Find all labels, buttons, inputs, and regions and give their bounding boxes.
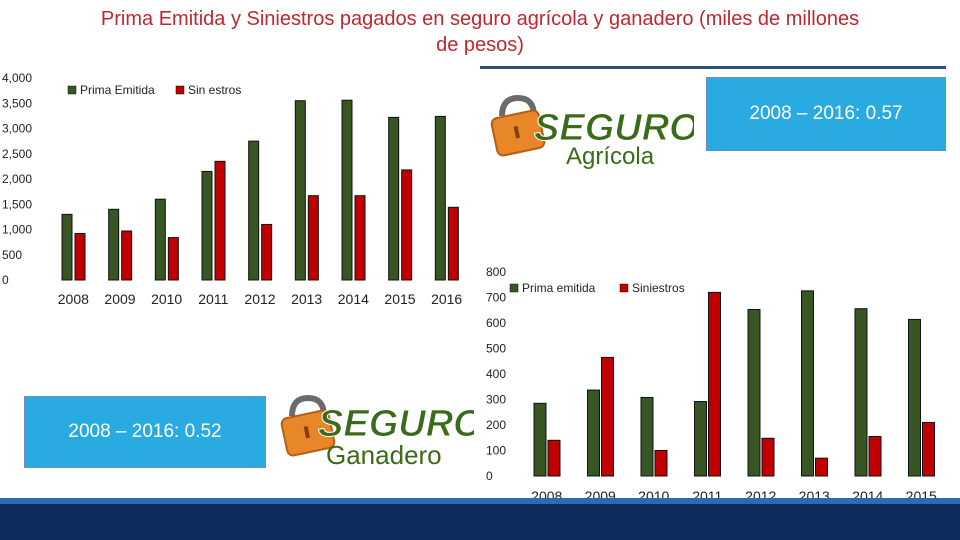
ganadero-ratio-callout: 2008 – 2016: 0.52 [24,396,266,468]
agricola-bar-siniestros [167,237,179,281]
agricola-bar-prima [201,170,213,281]
agricola-bar-prima [341,99,353,281]
agricola-xtick-label: 2012 [244,291,275,307]
ganadero-bar-prima [747,308,761,477]
agricola-ytick-label: 1,000 [2,223,32,237]
ganadero-ytick-label: 100 [486,444,506,458]
ganadero-bar-prima [533,402,547,477]
svg-text:SEGURO: SEGURO [318,403,474,445]
seguro-ganadero-logo: SEGURO Ganadero [278,390,483,475]
ganadero-ytick-label: 800 [486,265,506,279]
agricola-bar-prima [294,100,306,281]
footer-bar [0,498,960,540]
title-divider [480,66,946,69]
ganadero-bar-siniestros [601,356,614,477]
svg-text:Ganadero: Ganadero [326,440,442,470]
ganadero-bar-prima [640,396,654,477]
agricola-ytick-label: 2,000 [2,172,32,186]
ganadero-bar-prima [694,401,707,477]
agricola-xtick-label: 2010 [151,291,182,307]
agricola-legend-label: Prima Emitida [80,83,155,97]
agricola-ytick-label: 3,500 [2,96,32,110]
agricola-bar-siniestros [401,169,413,281]
agricola-ytick-label: 0 [2,273,9,287]
ganadero-ytick-label: 500 [486,342,506,356]
ganadero-bar-siniestros [654,450,668,477]
ganadero-bar-siniestros [708,291,721,477]
ganadero-ytick-label: 200 [486,418,506,432]
agricola-xtick-label: 2015 [384,291,415,307]
ganadero-legend-swatch [619,283,629,293]
agricola-bar-prima [61,213,73,281]
padlock-icon [280,394,336,457]
ganadero-bar-siniestros [761,437,775,477]
ganadero-bar-prima [587,389,600,477]
agricola-bar-siniestros [307,195,319,281]
ganadero-ratio-text: 2008 – 2016: 0.52 [68,421,222,442]
agricola-ytick-label: 4,000 [2,71,32,85]
ganadero-ytick-label: 700 [486,291,506,305]
agricola-ytick-label: 500 [2,248,22,262]
agricola-bar-prima [248,140,260,281]
agricola-bar-chart: 0 500 1,000 1,500 2,000 2,500 3,000 3,500 4,000 2… [0,64,478,340]
agricola-ytick-label: 2,500 [2,147,32,161]
page-title: Prima Emitida y Siniestros pagados en se… [100,8,860,56]
agricola-chart-svg: 0 500 1,000 1,500 2,000 2,500 3,000 3,500 4,000 2… [2,71,462,307]
agricola-bar-siniestros [121,230,133,281]
agricola-xtick-label: 2008 [58,291,89,307]
agricola-xtick-label: 2016 [431,291,462,307]
padlock-icon [490,94,546,157]
agricola-ratio-callout: 2008 – 2016: 0.57 [706,77,946,151]
ganadero-bar-prima [908,318,921,477]
agricola-legend-swatch [67,85,77,95]
ganadero-legend-label: Siniestros [632,281,685,295]
agricola-bar-prima [108,208,120,281]
ganadero-bar-siniestros [868,435,882,477]
agricola-bar-prima [154,198,166,281]
ganadero-ytick-label: 400 [486,367,506,381]
ganadero-bar-prima [854,308,868,477]
ganadero-bar-siniestros [547,439,561,477]
seguro-agricola-logo: SEGURO Agrícola [488,94,699,175]
agricola-ytick-label: 3,000 [2,122,32,136]
ganadero-ytick-label: 300 [486,393,506,407]
agricola-bar-siniestros [354,195,366,281]
svg-text:Agrícola: Agrícola [566,143,655,170]
agricola-xtick-label: 2013 [291,291,322,307]
svg-text:SEGURO: SEGURO [534,107,694,149]
agricola-legend-label: Sin estros [188,83,241,97]
agricola-bar-siniestros [74,233,86,281]
agricola-bar-siniestros [447,206,459,281]
agricola-xtick-label: 2011 [198,291,228,307]
agricola-bar-prima [388,116,400,281]
agricola-legend-swatch [175,85,185,95]
ganadero-legend-label: Prima emitida [522,281,596,295]
ganadero-ytick-label: 600 [486,316,506,330]
agricola-xtick-label: 2014 [338,291,369,307]
agricola-xtick-label: 2009 [104,291,135,307]
ganadero-ytick-label: 0 [486,469,493,483]
ganadero-bar-chart: 0 100 200 300 400 500 600 700 800 2008 2009 2010 201… [480,258,960,540]
agricola-ratio-text: 2008 – 2016: 0.57 [749,103,903,124]
ganadero-bar-prima [801,290,814,477]
agricola-bar-prima [434,115,446,281]
seguro-ganadero-logo-image: SEGURO Ganadero [280,394,483,470]
ganadero-bar-siniestros [815,457,828,477]
agricola-bar-siniestros [214,160,226,281]
agricola-ytick-label: 1,500 [2,197,32,211]
ganadero-legend-swatch [509,283,519,293]
seguro-agricola-logo-image: SEGURO Agrícola [490,94,699,170]
ganadero-bar-siniestros [922,421,935,477]
agricola-bar-siniestros [261,223,273,281]
